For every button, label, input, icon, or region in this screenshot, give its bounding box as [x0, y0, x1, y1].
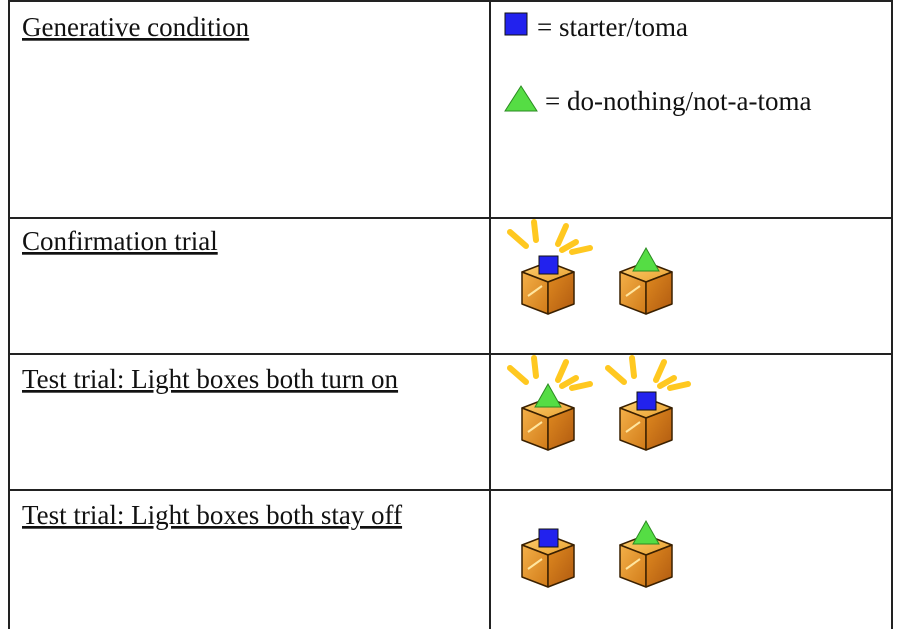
box-shine [625, 421, 641, 433]
light-box [605, 355, 691, 451]
legend-text: = starter/toma [537, 12, 688, 42]
legend-square [504, 12, 528, 36]
light-box [619, 519, 673, 588]
light-box [507, 355, 593, 451]
box-shine [527, 285, 543, 297]
light-box [507, 219, 593, 315]
starter-square [636, 391, 657, 411]
light-box [521, 528, 575, 588]
light-box [619, 246, 673, 315]
box-right [547, 544, 575, 588]
box-shine [527, 421, 543, 433]
light-ray [657, 375, 677, 389]
grid-lines [8, 0, 893, 629]
light-ray [555, 223, 569, 247]
box-shine [625, 285, 641, 297]
light-ray [667, 381, 691, 391]
light-ray [653, 359, 667, 383]
light-ray [569, 381, 593, 391]
box-right [547, 271, 575, 315]
light-ray [629, 355, 637, 379]
light-ray [605, 365, 627, 385]
box-right [547, 407, 575, 451]
light-ray [559, 375, 579, 389]
box-shine [527, 558, 543, 570]
light-ray [531, 355, 539, 379]
box-shine [625, 558, 641, 570]
box-right [645, 271, 673, 315]
starter-square [538, 255, 559, 275]
legend-text: = do-nothing/not-a-toma [545, 86, 811, 116]
row-label: Test trial: Light boxes both stay off [22, 500, 402, 530]
light-ray [555, 359, 569, 383]
row-label: Generative condition [22, 12, 250, 42]
toma-triangle [534, 382, 562, 408]
toma-triangle [632, 246, 660, 272]
light-ray [507, 229, 529, 249]
legend-triangle [504, 85, 538, 112]
light-ray [507, 365, 529, 385]
row-label: Confirmation trial [22, 226, 218, 256]
starter-square [538, 528, 559, 548]
box-right [645, 407, 673, 451]
toma-triangle [632, 519, 660, 545]
row-label: Test trial: Light boxes both turn on [22, 364, 399, 394]
box-right [645, 544, 673, 588]
light-ray [569, 245, 593, 255]
light-ray [559, 239, 579, 253]
light-ray [531, 219, 539, 243]
